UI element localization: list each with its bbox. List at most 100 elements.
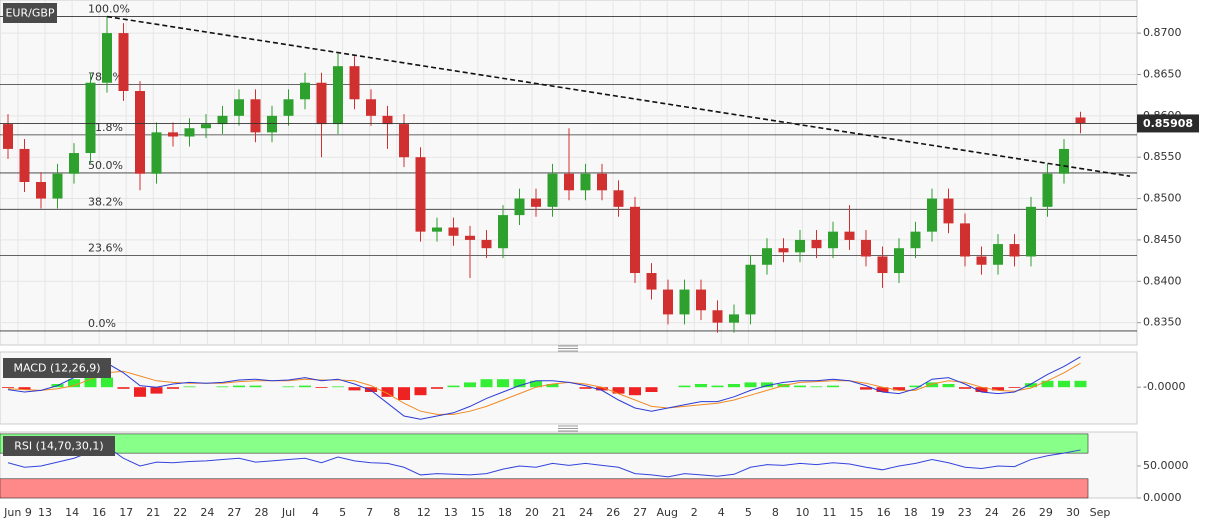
- y-tick-label: 0.0000: [1143, 491, 1182, 504]
- current-price-label: 0.85908: [1143, 117, 1193, 130]
- candle-body: [894, 248, 904, 274]
- candle-body: [448, 227, 459, 236]
- candle-body: [333, 66, 343, 125]
- candle-body: [861, 239, 871, 257]
- macd-line: [7, 356, 1081, 420]
- x-tick-label: Aug: [656, 506, 677, 519]
- candle-body: [795, 239, 805, 253]
- macd-histogram-bar: [233, 385, 245, 388]
- x-tick-label: 19: [931, 506, 945, 519]
- candle-body: [630, 206, 640, 274]
- x-tick-label: 21: [146, 506, 160, 519]
- candle-body: [745, 264, 756, 315]
- x-tick-label: 12: [417, 506, 431, 519]
- candle-body: [910, 231, 921, 249]
- candle-body: [432, 227, 442, 232]
- x-tick-label: 27: [227, 506, 241, 519]
- candle-body: [580, 173, 591, 191]
- candle-body: [118, 33, 129, 92]
- macd-histogram-bar: [860, 387, 872, 390]
- candle-body: [712, 310, 723, 323]
- macd-histogram-bar: [579, 387, 592, 389]
- candle-body: [415, 157, 426, 232]
- macd-histogram-bar: [876, 387, 889, 392]
- macd-histogram-bar: [744, 382, 757, 388]
- macd-histogram-bar: [365, 387, 377, 392]
- candle-body: [828, 231, 838, 249]
- x-tick-label: 29: [1039, 506, 1053, 519]
- x-tick-label: 11: [823, 506, 837, 519]
- x-tick-label: 8: [393, 506, 400, 519]
- x-tick-label: 15: [850, 506, 864, 519]
- candle-body: [531, 198, 541, 207]
- macd-histogram-bar: [1008, 387, 1021, 388]
- fib-label: 100.0%: [88, 3, 130, 16]
- candle-body: [234, 99, 244, 116]
- fib-label: 23.6%: [88, 242, 123, 255]
- x-tick-label: 10: [795, 506, 809, 519]
- macd-histogram-bar: [332, 386, 344, 388]
- trendline: [106, 15, 1131, 178]
- macd-histogram-bar: [612, 387, 625, 394]
- macd-histogram-bar: [414, 387, 427, 396]
- macd-histogram-bar: [1041, 380, 1054, 388]
- macd-histogram-bar: [2, 387, 14, 388]
- macd-histogram-bar: [150, 387, 163, 394]
- candle-body: [69, 153, 79, 174]
- x-tick-label: 28: [254, 506, 268, 519]
- x-tick-label: 17: [119, 506, 133, 519]
- x-tick-label: 27: [633, 506, 647, 519]
- y-tick-label: -0.0000: [1143, 380, 1185, 393]
- resize-handle[interactable]: [558, 425, 578, 432]
- x-tick-label: 16: [92, 506, 106, 519]
- macd-histogram-bar: [794, 385, 806, 388]
- candle-body: [679, 289, 690, 315]
- macd-histogram-bar: [530, 380, 542, 388]
- macd-histogram-bar: [695, 384, 707, 388]
- candle-body: [1042, 173, 1053, 207]
- x-tick-label: 30: [1066, 506, 1080, 519]
- candle-body: [597, 173, 607, 191]
- macd-histogram-bar: [893, 387, 905, 391]
- x-tick-label: 4: [718, 506, 725, 519]
- macd-histogram-bar: [827, 385, 839, 388]
- macd-histogram-bar: [992, 387, 1004, 391]
- macd-histogram-bar: [315, 387, 328, 388]
- macd-histogram-bar: [167, 387, 179, 389]
- candle-body: [564, 173, 574, 191]
- candle-body: [85, 82, 96, 154]
- macd-histogram-bar: [1025, 383, 1037, 388]
- candle-body: [36, 182, 46, 199]
- macd-histogram-bar: [299, 385, 311, 388]
- candle-body: [151, 132, 162, 174]
- macd-histogram-bar: [975, 387, 988, 392]
- x-tick-label: 18: [904, 506, 918, 519]
- macd-histogram-bar: [711, 385, 724, 388]
- candle-body: [300, 82, 310, 100]
- macd-histogram-bar: [348, 387, 361, 391]
- candle-body: [316, 82, 327, 125]
- x-tick-label: 24: [579, 506, 593, 519]
- candle-body: [349, 66, 360, 100]
- candle-body: [696, 289, 706, 311]
- candle-body: [762, 248, 772, 265]
- oversold-zone: [0, 478, 1089, 499]
- rsi-label-box: [3, 436, 115, 456]
- macd-histogram-bar: [480, 379, 493, 388]
- candle-body: [135, 91, 145, 174]
- y-tick-label: 0.8450: [1143, 233, 1182, 246]
- x-tick-label: 20: [525, 506, 539, 519]
- resize-handle[interactable]: [558, 345, 578, 352]
- x-tick-label: 22: [173, 506, 187, 519]
- symbol-box: [3, 3, 57, 23]
- candle-body: [250, 99, 261, 133]
- macd-histogram-bar: [1074, 380, 1087, 388]
- macd-title: MACD (12,26,9): [13, 362, 100, 375]
- candle-body: [663, 289, 673, 315]
- overbought-zone: [0, 433, 1089, 454]
- macd-histogram-bar: [464, 382, 476, 388]
- candle-body: [844, 231, 855, 240]
- candle-body: [3, 124, 13, 149]
- fib-label: 61.8%: [88, 121, 123, 134]
- candle-body: [168, 132, 178, 137]
